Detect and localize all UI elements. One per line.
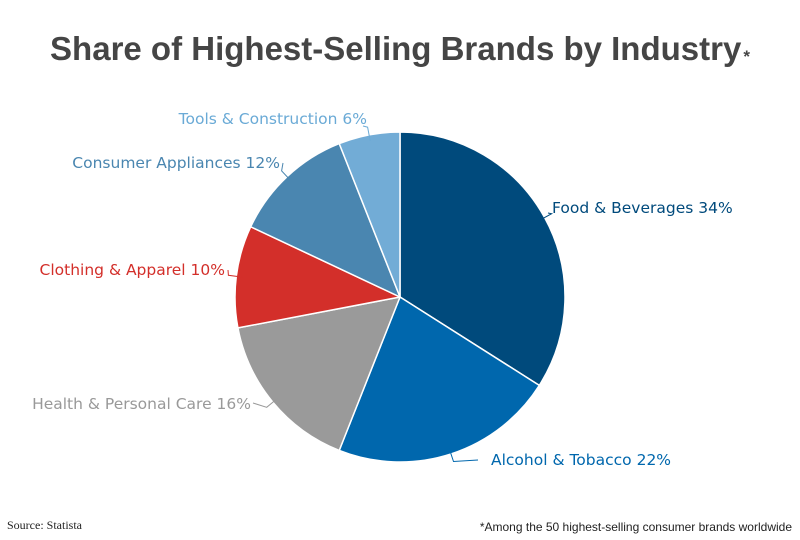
- leader-line-alcohol-and-tobacco: [448, 448, 479, 463]
- slice-label-tools-and-construction: Tools & Construction 6%: [178, 110, 367, 128]
- leader-line-clothing-and-apparel: [227, 269, 243, 278]
- title-footnote-mark: *: [743, 47, 750, 66]
- leader-line-consumer-appliances: [281, 162, 292, 182]
- slice-label-alcohol-and-tobacco: Alcohol & Tobacco 22%: [491, 451, 671, 469]
- leader-line-tools-and-construction: [362, 125, 371, 141]
- source-note: Source: Statista: [7, 518, 82, 532]
- slice-label-food-and-beverages: Food & Beverages 34%: [552, 199, 733, 217]
- leader-line-health-and-personal-care: [252, 398, 278, 408]
- pie-slices: [234, 131, 566, 463]
- chart-title: Share of Highest-Selling Brands by Indus…: [0, 30, 800, 68]
- footnote: *Among the 50 highest-selling consumer b…: [479, 520, 792, 534]
- slice-label-health-and-personal-care: Health & Personal Care 16%: [32, 395, 251, 413]
- pie-labels: Food & Beverages 34% Alcohol & Tobacco 22…: [32, 110, 733, 469]
- chart-title-text: Share of Highest-Selling Brands by Indus…: [50, 30, 742, 67]
- leader-line-food-and-beverages: [539, 212, 554, 221]
- slice-label-consumer-appliances: Consumer Appliances 12%: [72, 154, 280, 172]
- slice-label-clothing-and-apparel: Clothing & Apparel 10%: [40, 261, 225, 279]
